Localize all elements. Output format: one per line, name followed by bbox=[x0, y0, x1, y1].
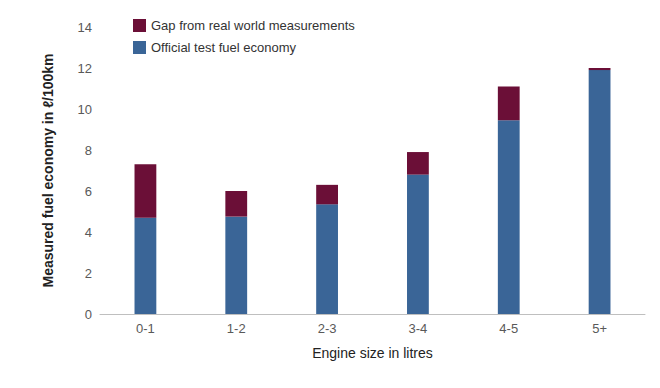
svg-text:4-5: 4-5 bbox=[499, 321, 518, 336]
svg-text:4: 4 bbox=[85, 225, 92, 240]
svg-text:14: 14 bbox=[78, 20, 92, 35]
svg-text:Engine size in litres: Engine size in litres bbox=[312, 345, 433, 361]
svg-text:2-3: 2-3 bbox=[318, 321, 337, 336]
svg-text:10: 10 bbox=[78, 102, 92, 117]
svg-text:6: 6 bbox=[85, 184, 92, 199]
svg-text:0-1: 0-1 bbox=[136, 321, 155, 336]
svg-text:Gap from real world measuremen: Gap from real world measurements bbox=[151, 18, 355, 33]
svg-text:2: 2 bbox=[85, 266, 92, 281]
svg-text:0: 0 bbox=[85, 307, 92, 322]
svg-text:8: 8 bbox=[85, 143, 92, 158]
svg-text:3-4: 3-4 bbox=[409, 321, 428, 336]
svg-text:Official test fuel economy: Official test fuel economy bbox=[151, 40, 296, 55]
svg-text:Measured fuel economy in ℓ/100: Measured fuel economy in ℓ/100km bbox=[40, 53, 56, 287]
svg-text:5+: 5+ bbox=[592, 321, 607, 336]
svg-text:1-2: 1-2 bbox=[227, 321, 246, 336]
svg-text:12: 12 bbox=[78, 61, 92, 76]
